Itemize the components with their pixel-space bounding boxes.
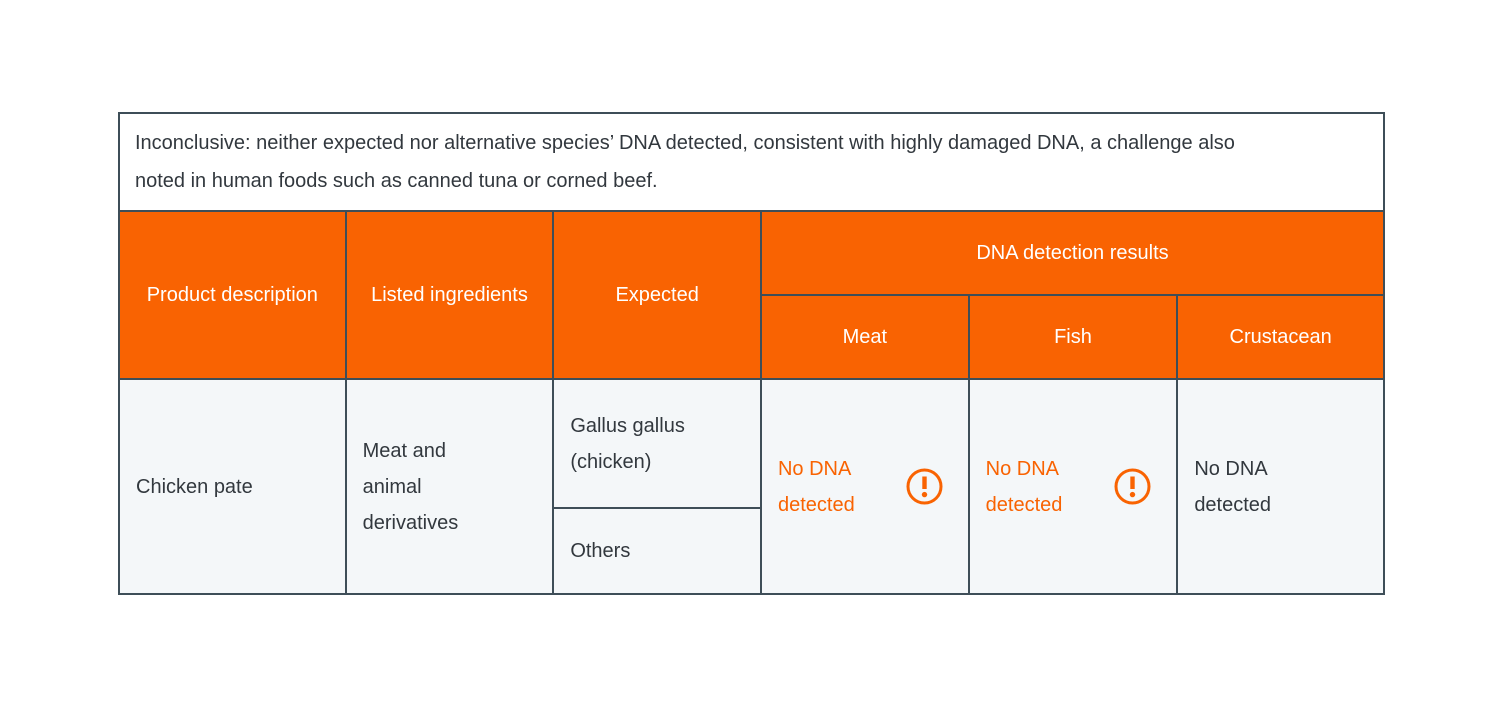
header-product-description: Product description	[120, 212, 345, 378]
warning-icon	[904, 466, 945, 507]
result-crustacean-text: No DNA detected	[1194, 457, 1272, 516]
cell-result-meat: No DNA detected	[761, 380, 968, 593]
table-grid: Product description Listed ingredients E…	[120, 210, 1383, 593]
header-expected: Expected	[554, 212, 760, 378]
product-description-value: Chicken pate	[136, 475, 253, 498]
expected-species-value: Gallus gallus (chicken)	[570, 414, 685, 473]
header-meat-label: Meat	[842, 326, 888, 348]
result-fish-text: No DNA detected	[985, 457, 1063, 516]
header-expected-label: Expected	[615, 284, 699, 306]
header-product-description-label: Product description	[146, 284, 318, 306]
header-meat: Meat	[761, 296, 968, 378]
header-crustacean-label: Crustacean	[1229, 326, 1332, 348]
header-listed-ingredients: Listed ingredients	[346, 212, 553, 378]
header-dna-detection-results-label: DNA detection results	[976, 242, 1169, 264]
results-table: Inconclusive: neither expected nor alter…	[118, 112, 1385, 595]
warning-icon	[1112, 466, 1153, 507]
header-fish: Fish	[969, 296, 1177, 378]
listed-ingredients-value: Meat and animal derivatives	[362, 439, 459, 534]
header-dna-detection-results: DNA detection results	[761, 212, 1383, 294]
expected-others-value: Others	[570, 540, 631, 562]
header-listed-ingredients-label: Listed ingredients	[371, 284, 528, 306]
cell-expected-others: Others	[554, 509, 760, 593]
header-crustacean: Crustacean	[1178, 296, 1383, 378]
header-fish-label: Fish	[1054, 326, 1092, 348]
cell-result-crustacean: No DNA detected	[1178, 380, 1383, 593]
cell-result-fish: No DNA detected	[969, 380, 1177, 593]
note-text: Inconclusive: neither expected nor alter…	[135, 132, 1235, 192]
cell-expected-species: Gallus gallus (chicken)	[554, 380, 760, 507]
cell-product-description: Chicken pate	[120, 380, 345, 593]
result-meat-text: No DNA detected	[777, 457, 855, 516]
note-box: Inconclusive: neither expected nor alter…	[120, 114, 1383, 210]
cell-listed-ingredients: Meat and animal derivatives	[346, 380, 553, 593]
